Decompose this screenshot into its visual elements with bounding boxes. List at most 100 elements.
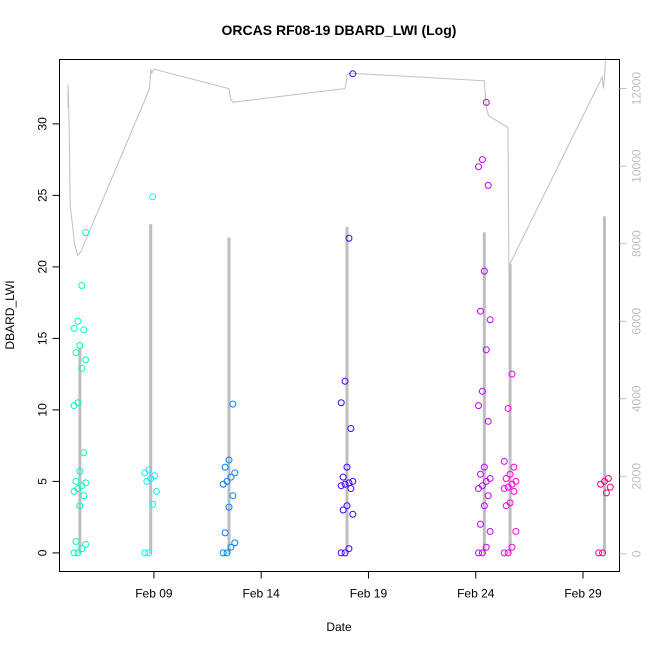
y-tick-label: 30 xyxy=(36,117,50,131)
data-point xyxy=(221,463,229,471)
y2-tick-label: 8000 xyxy=(630,230,644,257)
data-point xyxy=(231,539,239,547)
data-point xyxy=(602,489,610,497)
y-tick-label: 0 xyxy=(36,549,50,556)
data-point xyxy=(506,470,514,478)
y-axis-label: DBARD_LWI xyxy=(3,280,17,349)
data-point xyxy=(476,470,484,478)
y-tick-label: 20 xyxy=(36,260,50,274)
data-point xyxy=(486,475,494,483)
data-point xyxy=(478,482,486,490)
data-point xyxy=(500,485,508,493)
data-point xyxy=(480,502,488,510)
data-point xyxy=(476,307,484,315)
data-point xyxy=(478,387,486,395)
data-point xyxy=(78,364,86,372)
data-point xyxy=(229,400,237,408)
data-point xyxy=(502,475,510,483)
data-point xyxy=(504,549,512,557)
data-point xyxy=(82,356,90,364)
data-point xyxy=(141,549,149,557)
data-point xyxy=(82,540,90,548)
data-point xyxy=(476,520,484,528)
data-point xyxy=(604,475,612,483)
data-point xyxy=(78,281,86,289)
data-point xyxy=(339,506,347,514)
data-point xyxy=(480,267,488,275)
data-point xyxy=(345,479,353,487)
data-point xyxy=(599,549,607,557)
data-point xyxy=(486,527,494,535)
x-tick-label: Feb 24 xyxy=(457,587,495,601)
data-point xyxy=(347,485,355,493)
data-point xyxy=(149,500,157,508)
data-point xyxy=(347,424,355,432)
altitude-line xyxy=(67,57,607,275)
y2-tick-label: 4000 xyxy=(630,385,644,412)
data-point xyxy=(72,537,80,545)
y2-tick-label: 12000 xyxy=(630,72,644,106)
data-point xyxy=(339,473,347,481)
data-point xyxy=(345,234,353,242)
data-point xyxy=(343,463,351,471)
data-point xyxy=(506,499,514,507)
data-point xyxy=(475,163,483,171)
data-point xyxy=(484,181,492,189)
data-point xyxy=(512,527,520,535)
y-tick-label: 15 xyxy=(36,331,50,345)
data-point xyxy=(76,502,84,510)
data-point xyxy=(227,543,235,551)
data-point xyxy=(151,472,159,480)
data-point xyxy=(82,479,90,487)
data-point xyxy=(595,549,603,557)
data-point xyxy=(482,543,490,551)
data-point xyxy=(482,98,490,106)
data-point xyxy=(223,477,231,485)
x-tick-label: Feb 19 xyxy=(350,587,388,601)
data-point xyxy=(486,316,494,324)
data-point xyxy=(70,324,78,332)
data-point xyxy=(341,377,349,385)
data-point xyxy=(74,399,82,407)
data-point xyxy=(337,399,345,407)
data-point xyxy=(482,346,490,354)
data-point xyxy=(500,549,508,557)
y2-tick-label: 2000 xyxy=(630,463,644,490)
data-point xyxy=(475,402,483,410)
data-point xyxy=(480,463,488,471)
data-point xyxy=(72,349,80,357)
data-point xyxy=(227,473,235,481)
data-point xyxy=(478,156,486,164)
data-point xyxy=(225,456,233,464)
data-point xyxy=(221,529,229,537)
data-point xyxy=(478,549,486,557)
data-point xyxy=(76,467,84,475)
plot-frame xyxy=(59,59,620,572)
data-point xyxy=(349,477,357,485)
data-point xyxy=(74,317,82,325)
x-axis: Feb 09 Feb 14 Feb 19 Feb 24 Feb 29 xyxy=(135,571,602,601)
data-point xyxy=(231,469,239,477)
y2-tick-label: 10000 xyxy=(630,149,644,183)
data-point xyxy=(72,477,80,485)
data-point xyxy=(78,545,86,553)
data-point xyxy=(223,549,231,557)
data-point xyxy=(508,370,516,378)
data-point xyxy=(500,457,508,465)
data-point xyxy=(70,549,78,557)
data-point xyxy=(337,482,345,490)
y2-tick-label: 6000 xyxy=(630,308,644,335)
chart-title: ORCAS RF08-19 DBARD_LWI (Log) xyxy=(222,22,457,38)
x-tick-label: Feb 09 xyxy=(135,587,173,601)
data-point xyxy=(152,487,160,495)
data-point xyxy=(349,70,357,78)
data-point xyxy=(512,477,520,485)
data-point xyxy=(475,549,483,557)
data-point xyxy=(225,503,233,511)
x-axis-label: Date xyxy=(326,620,352,634)
data-point xyxy=(74,549,82,557)
data-point xyxy=(76,342,84,350)
data-point xyxy=(82,229,90,237)
data-point xyxy=(606,483,614,491)
